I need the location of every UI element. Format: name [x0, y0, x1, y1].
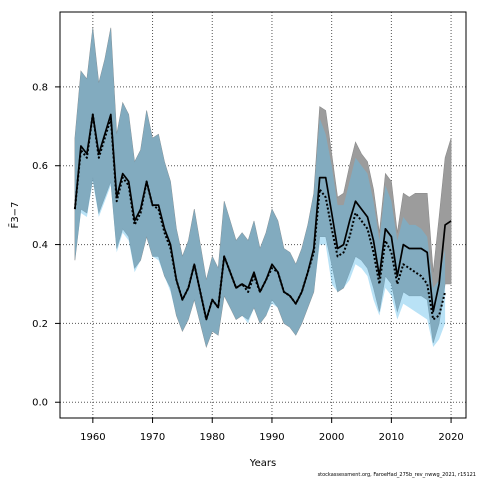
y-tick-label: 0.4: [32, 240, 48, 251]
y-tick-label: 0.6: [32, 161, 48, 172]
footer-credit: stockassessment.org, FaroeHad_275b_rev_n…: [317, 472, 476, 478]
x-tick-label: 2000: [319, 432, 344, 443]
y-tick-label: 0.8: [32, 82, 48, 93]
confidence-bands: [74, 27, 452, 348]
x-tick-label: 1990: [259, 432, 284, 443]
x-tick-label: 2020: [438, 432, 463, 443]
x-tick-label: 1980: [200, 432, 225, 443]
series-lines: [73, 113, 452, 321]
x-tick-label: 1960: [80, 432, 105, 443]
confidence-band-model-estimate: [74, 27, 452, 348]
y-tick-label: 0.0: [32, 398, 48, 409]
confidence-band-alternative-estimate: [74, 27, 446, 348]
plot-frame: [59, 11, 467, 419]
y-axis: 0.0 0.2 0.4 0.6 0.8: [32, 82, 60, 409]
y-axis-title: F̄3−7: [8, 202, 21, 229]
x-tick-label: 2010: [379, 432, 404, 443]
y-tick-label: 0.2: [32, 319, 48, 330]
x-axis: 1960 1970 1980 1990 2000 2010 2020: [80, 418, 464, 443]
x-axis-title: Years: [249, 458, 276, 469]
x-tick-label: 1970: [140, 432, 165, 443]
